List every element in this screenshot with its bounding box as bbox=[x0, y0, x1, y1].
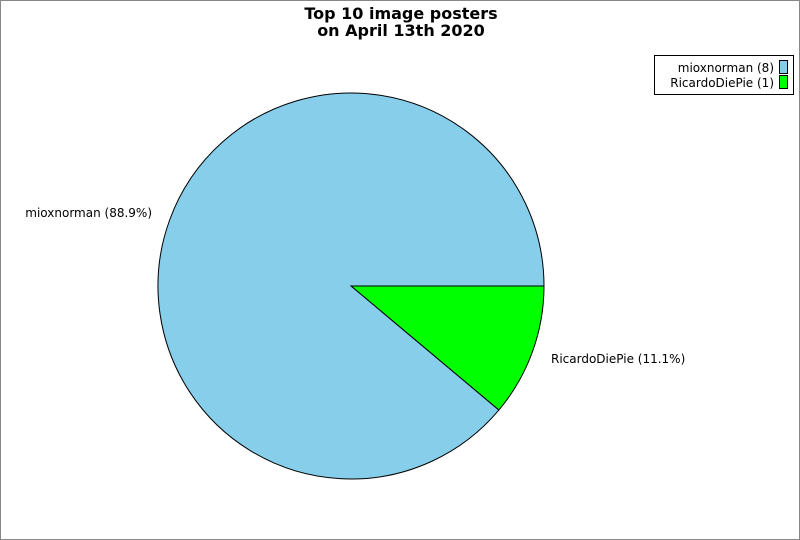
pie-slice-mioxnorman bbox=[157, 92, 545, 480]
legend-label-ricardodiepie: RicardoDiePie (1) bbox=[670, 76, 774, 90]
slice-label-ricardodiepie: RicardoDiePie (11.1%) bbox=[551, 352, 685, 366]
legend-swatch-ricardodiepie bbox=[779, 75, 788, 89]
legend: mioxnorman (8) RicardoDiePie (1) bbox=[654, 55, 794, 95]
pie-slice-ricardodiepie bbox=[349, 285, 545, 411]
chart-title-line-2: on April 13th 2020 bbox=[317, 21, 485, 40]
legend-label-mioxnorman: mioxnorman (8) bbox=[678, 61, 774, 75]
legend-swatch-mioxnorman bbox=[779, 60, 788, 74]
legend-box bbox=[654, 55, 794, 95]
slice-label-mioxnorman: mioxnorman (88.9%) bbox=[25, 206, 152, 220]
chart-title-line-1: Top 10 image posters bbox=[304, 4, 497, 23]
